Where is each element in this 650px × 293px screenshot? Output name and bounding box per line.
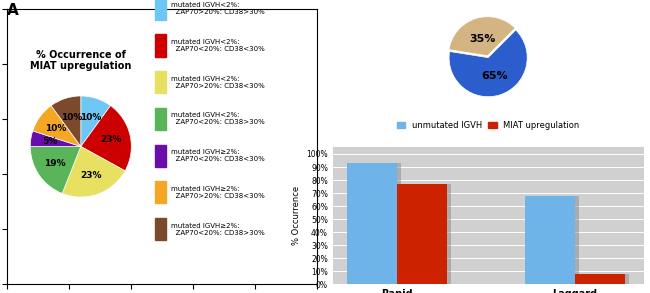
Text: A: A — [6, 3, 18, 18]
Wedge shape — [51, 96, 81, 146]
Wedge shape — [81, 96, 110, 146]
Bar — [155, 218, 166, 240]
Text: 19%: 19% — [44, 159, 66, 168]
Text: 10%: 10% — [60, 113, 82, 122]
Bar — [401, 184, 451, 284]
Text: mutated IGVH≥2%:
  ZAP70<20%: CD38<30%: mutated IGVH≥2%: ZAP70<20%: CD38<30% — [172, 149, 265, 162]
Text: mutated IGVH≥2%:
  ZAP70>20%: CD38<30%: mutated IGVH≥2%: ZAP70>20%: CD38<30% — [172, 186, 265, 199]
Y-axis label: % Occurrence: % Occurrence — [292, 186, 301, 246]
Wedge shape — [449, 30, 527, 97]
Bar — [155, 181, 166, 203]
Text: 65%: 65% — [481, 71, 508, 81]
Bar — [396, 184, 447, 284]
Title: % Occurrence of
MIAT upregulation: % Occurrence of MIAT upregulation — [30, 50, 131, 71]
Text: 10%: 10% — [80, 113, 101, 122]
Text: mutated IGVH<2%:
  ZAP70>20%: CD38>30%: mutated IGVH<2%: ZAP70>20%: CD38>30% — [172, 2, 265, 15]
Bar — [347, 163, 396, 284]
Text: 5%: 5% — [43, 137, 58, 146]
Wedge shape — [31, 131, 81, 146]
Wedge shape — [31, 146, 81, 193]
Text: 35%: 35% — [469, 34, 495, 44]
Text: 23%: 23% — [100, 135, 122, 144]
Text: 10%: 10% — [45, 124, 66, 133]
Wedge shape — [81, 105, 131, 171]
Bar — [155, 0, 166, 20]
Bar — [155, 108, 166, 130]
Wedge shape — [62, 146, 125, 197]
Bar — [352, 163, 401, 284]
Wedge shape — [32, 105, 81, 146]
Bar — [575, 274, 625, 284]
Bar — [525, 196, 575, 284]
Bar — [155, 145, 166, 167]
Bar — [155, 71, 166, 93]
Bar — [155, 35, 166, 57]
Wedge shape — [449, 17, 515, 56]
Text: mutated IGVH≥2%:
  ZAP70<20%: CD38>30%: mutated IGVH≥2%: ZAP70<20%: CD38>30% — [172, 223, 265, 236]
Text: mutated IGVH<2%:
  ZAP70<20%: CD38>30%: mutated IGVH<2%: ZAP70<20%: CD38>30% — [172, 113, 265, 125]
Text: mutated IGVH<2%:
  ZAP70<20%: CD38<30%: mutated IGVH<2%: ZAP70<20%: CD38<30% — [172, 39, 265, 52]
Legend: unmutated IGVH, MIAT upregulation: unmutated IGVH, MIAT upregulation — [393, 117, 583, 133]
Bar — [530, 196, 579, 284]
Text: mutated IGVH<2%:
  ZAP70>20%: CD38<30%: mutated IGVH<2%: ZAP70>20%: CD38<30% — [172, 76, 265, 89]
Bar — [579, 274, 629, 284]
Text: 23%: 23% — [81, 171, 102, 180]
